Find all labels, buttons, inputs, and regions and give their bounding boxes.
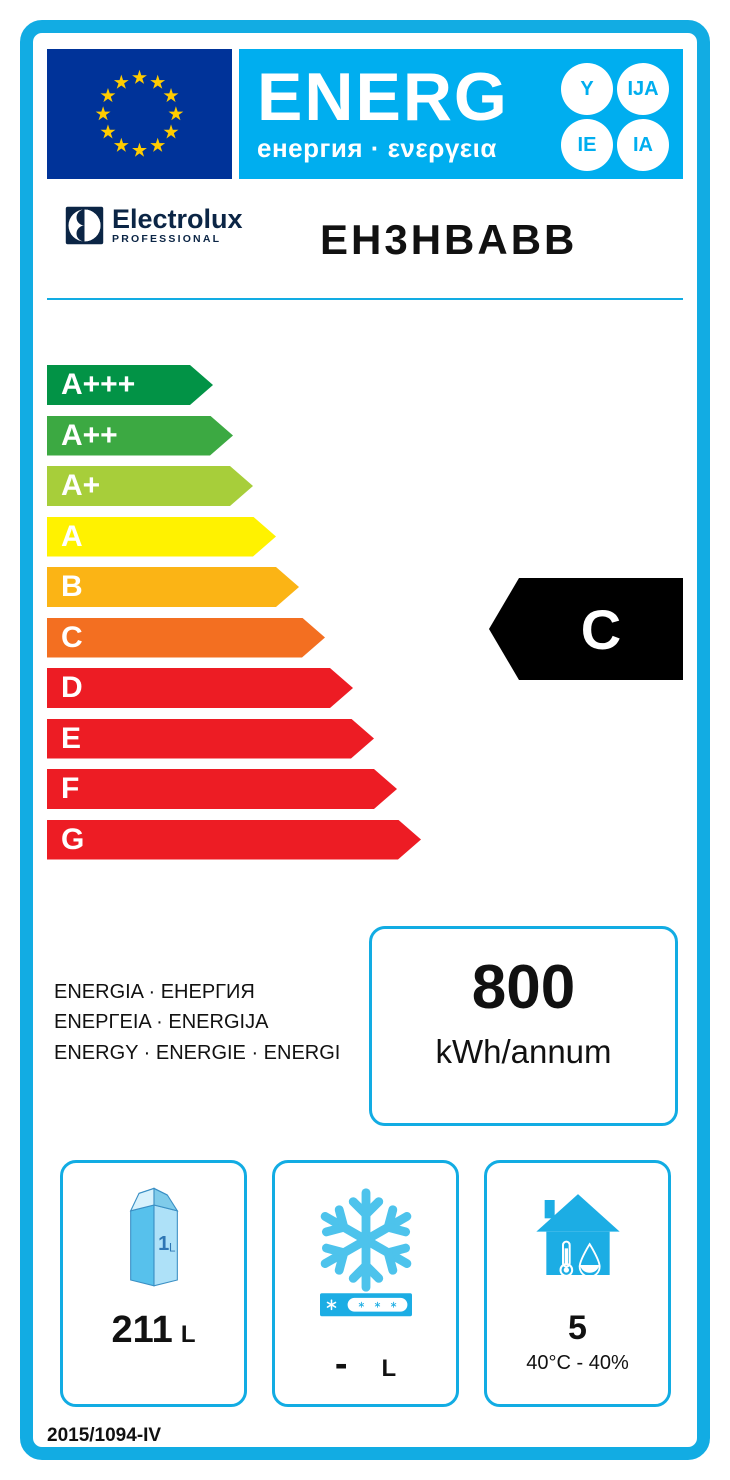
svg-text:1: 1	[158, 1233, 169, 1255]
svg-text:L: L	[169, 1242, 176, 1255]
